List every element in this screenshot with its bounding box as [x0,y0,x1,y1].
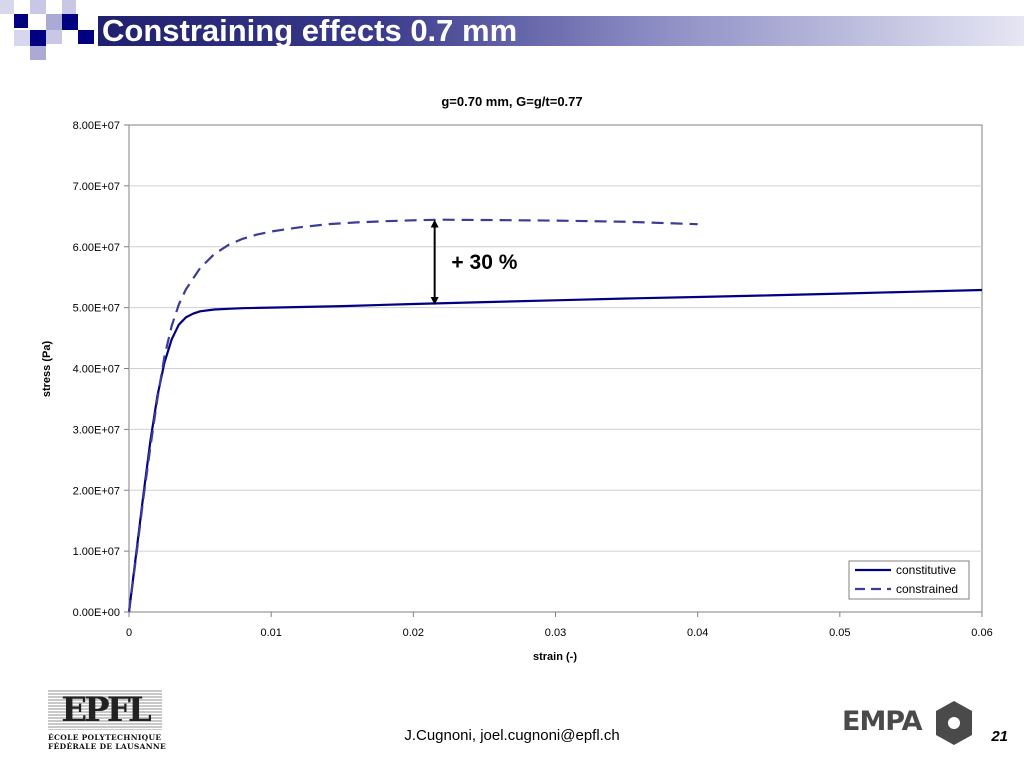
x-tick-label: 0.03 [545,627,566,639]
footer-email: J.Cugnoni, joel.cugnoni@epfl.ch [404,727,620,744]
x-tick-label: 0.06 [971,627,992,639]
x-axis-title: strain (-) [533,651,577,663]
slide-header: Constraining effects 0.7 mm [0,0,1024,62]
decor-square [30,30,46,46]
x-tick-label: 0.02 [403,627,424,639]
series-group [127,218,983,613]
decor-square [62,14,78,30]
x-tick-label: 0.01 [260,627,281,639]
y-tick-label: 7.00E+07 [73,181,120,193]
empa-logo: EMPA [840,700,974,748]
series-line-constitutive [127,288,983,613]
decor-square [62,0,76,14]
decor-square [14,14,28,28]
y-tick-label: 8.00E+07 [73,120,120,132]
empa-hexagon-icon [936,701,972,745]
page-number: 21 [991,728,1008,745]
y-tick-label: 6.00E+07 [73,242,120,254]
slide-title: Constraining effects 0.7 mm [102,13,518,48]
annotation-label: + 30 % [451,251,517,274]
decor-square [30,46,46,60]
decor-square [30,0,46,14]
empa-logo-text: EMPA [842,706,923,737]
epfl-name-line1: ÉCOLE POLYTECHNIQUE [48,733,162,742]
chart-title: g=0.70 mm, G=g/t=0.77 [441,94,582,109]
decor-square [46,30,62,44]
decor-square [46,14,62,30]
y-tick-label: 5.00E+07 [73,303,120,315]
y-axis-title: stress (Pa) [41,341,53,398]
x-tick-label: 0 [126,627,132,639]
decor-square [14,30,30,46]
y-tick-label: 0.00E+00 [73,607,120,619]
legend-box [848,560,970,600]
y-tick-label: 1.00E+07 [73,546,120,558]
decor-square [78,30,94,44]
x-tick-label: 0.04 [687,627,708,639]
annotation-group: + 30 % [430,219,518,305]
y-tick-label: 2.00E+07 [73,485,120,497]
gridlines [129,185,982,552]
y-tick-label: 4.00E+07 [73,364,120,376]
epfl-logo: EPFL ÉCOLE POLYTECHNIQUE FÉDÉRALE DE LAU… [48,690,167,752]
series-line-constrained [127,218,698,613]
y-tick-label: 3.00E+07 [73,424,120,436]
epfl-mark: EPFL [48,690,162,730]
epfl-name-line2: FÉDÉRALE DE LAUSANNE [48,742,167,751]
tick-labels: 0.00E+00 1.00E+07 2.00E+07 3.00E+07 4.00E+07… [73,120,993,639]
legend-label-constrained: constrained [896,582,958,596]
epfl-mark-text: EPFL [61,690,152,730]
legend: constitutive constrained [848,560,970,600]
decor-square [0,0,14,14]
legend-label-constitutive: constitutive [896,563,956,577]
x-tick-label: 0.05 [829,627,850,639]
title-bar [98,16,1024,46]
